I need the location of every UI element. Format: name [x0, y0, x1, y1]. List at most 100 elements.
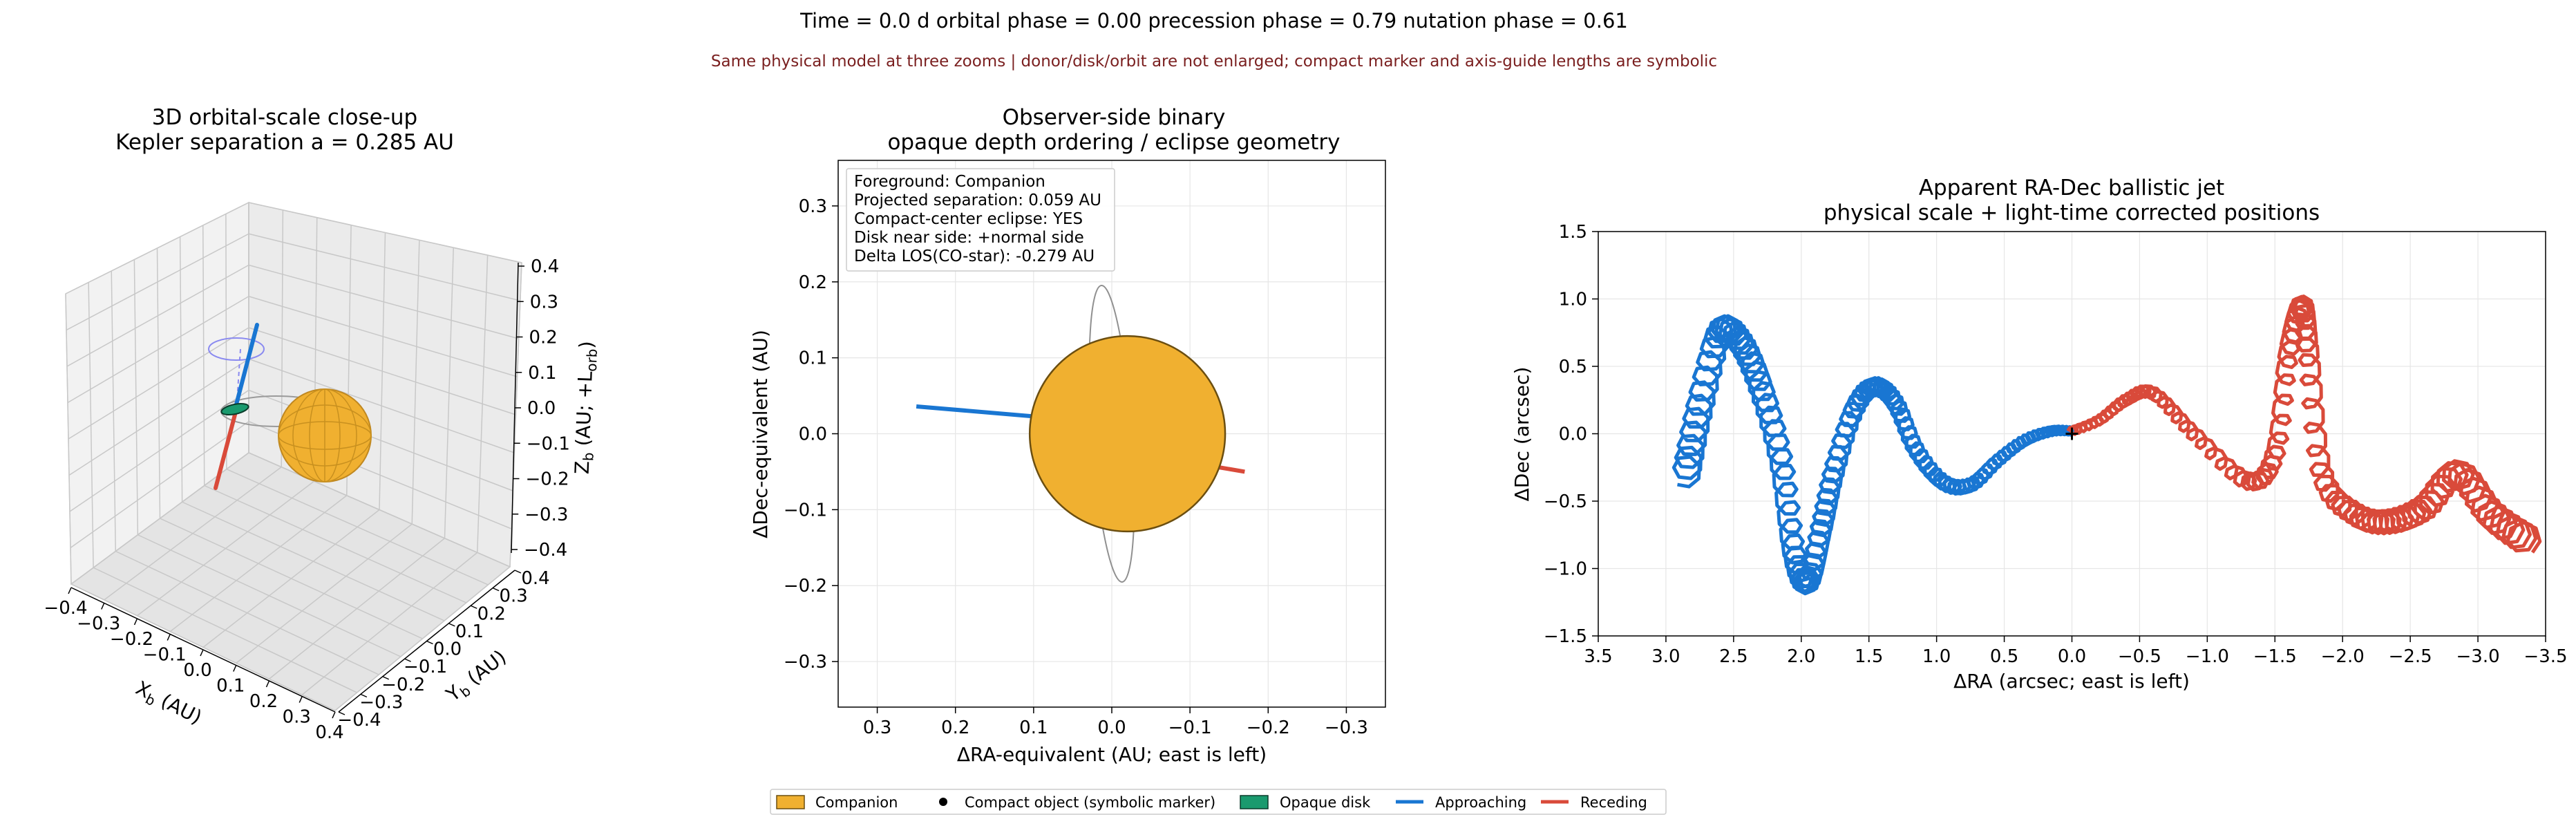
panel-sky-title-line2: opaque depth ordering / eclipse geometry [887, 130, 1340, 155]
x-tick-label-3d: 0.1 [216, 676, 245, 697]
x-tick-label-3d: −0.2 [110, 629, 153, 650]
sky-ticks: 0.3 0.3 0.2 0.2 0.1 0.1 0.0 0.0 −0.1 −0.1 −0.2 −0.2… [784, 196, 1368, 738]
legend-frame [770, 789, 1667, 815]
ticks-3d: −0.4−0.3−0.2−0.10.00.10.20.30.4−0.4−0.3−… [44, 256, 569, 743]
z-tick-label-3d: 0.4 [531, 256, 559, 277]
x-tick-label: −2.5 [2389, 646, 2432, 667]
z-tick-label-3d: −0.2 [526, 469, 569, 490]
x-tick-label-3d: 0.3 [283, 707, 311, 728]
info-line-3: Compact-center eclipse: YES [854, 210, 1083, 228]
y-tick-label-3d: −0.4 [337, 710, 381, 731]
x-tick-label: −3.5 [2523, 646, 2567, 667]
legend-compact-label: Compact object (symbolic marker) [965, 794, 1215, 811]
grid-line [70, 421, 249, 549]
x-tick-label-3d: −0.4 [44, 598, 87, 619]
z-tick-label-3d: 0.2 [529, 328, 558, 348]
z-tick-label-3d: −0.3 [524, 505, 568, 525]
x-tick-label-3d: 0.2 [249, 691, 278, 712]
panel-jet-title-line1: Apparent RA-Dec ballistic jet [1919, 176, 2224, 200]
x-tick-label: −0.5 [2118, 646, 2161, 667]
x-tick-label: −0.1 [1168, 717, 1212, 738]
info-line-5: Delta LOS(CO-star): -0.279 AU [854, 247, 1095, 265]
y-tick-label: −1.0 [1544, 559, 1587, 580]
x-tick-3d [68, 587, 72, 594]
x-tick-3d [101, 603, 105, 610]
x-tick-label: −2.0 [2321, 646, 2365, 667]
sky-marks [916, 285, 1245, 583]
y-tick-label-3d: −0.2 [381, 675, 425, 695]
y-tick-3d [404, 658, 411, 662]
z-tick-label-3d: 0.1 [528, 363, 556, 384]
grid-line [236, 523, 413, 664]
y-tick-label: −0.2 [784, 576, 827, 597]
grid-line [248, 327, 516, 415]
sky-x-label: ΔRA-equivalent (AU; east is left) [957, 743, 1267, 766]
figure-subtitle: Same physical model at three zooms | don… [711, 53, 1717, 71]
info-line-4: Disk near side: +normal side [854, 229, 1084, 247]
panel-3d: 3D orbital-scale close-up Kepler separat… [44, 105, 600, 743]
z-tick-label-3d: −0.4 [524, 540, 567, 561]
companion-sphere [278, 388, 372, 482]
x-tick-3d [200, 649, 204, 657]
panel-sky: Observer-side binary opaque depth orderi… [749, 105, 1386, 766]
z-tick-label-3d: 0.3 [530, 292, 558, 312]
precession-dash [236, 348, 241, 402]
y-tick-3d [492, 587, 500, 592]
x-tick-label-3d: 0.4 [315, 722, 343, 743]
y-tick-label: −0.1 [784, 500, 827, 520]
x-tick-label: 2.0 [1787, 646, 1815, 667]
info-line-2: Projected separation: 0.059 AU [854, 191, 1101, 209]
companion-disk [1028, 335, 1227, 533]
x-tick-label: 0.1 [1019, 717, 1048, 738]
x-tick-label-3d: −0.1 [143, 645, 187, 666]
y-tick-label-3d: −0.1 [404, 657, 447, 677]
x-tick-3d [233, 665, 237, 672]
x-tick-label: 3.0 [1651, 646, 1680, 667]
legend-approaching-label: Approaching [1435, 794, 1526, 811]
y-tick-label: 1.0 [1559, 290, 1587, 310]
x-tick-label: 3.5 [1584, 646, 1612, 667]
x-tick-label: 0.5 [1990, 646, 2018, 667]
jet-y-label: ΔDec (arcsec) [1510, 367, 1533, 502]
x-tick-label: −1.5 [2253, 646, 2297, 667]
jet-series-receding [2066, 294, 2542, 554]
legend-compact-marker [939, 798, 947, 806]
x-tick-label: 0.0 [1097, 717, 1126, 738]
legend-disk-label: Opaque disk [1280, 794, 1371, 811]
sky-y-label: ΔDec-equivalent (AU) [749, 330, 772, 538]
grid-line [334, 566, 511, 711]
grid-line [204, 485, 467, 603]
y-tick-3d [338, 711, 345, 715]
x-tick-label: 2.5 [1719, 646, 1748, 667]
grid-line [301, 552, 478, 695]
grid-line [477, 255, 489, 553]
y-tick-3d [426, 640, 433, 645]
x-tick-label: 0.2 [941, 717, 969, 738]
jet-ticks: 3.5 3.0 2.5 2.0 1.5 1.0 0.5 0.0 −0.5 −1.0 −1.5 −2.0… [1544, 222, 2568, 667]
grid-line [160, 518, 423, 639]
y-tick-3d [470, 605, 477, 609]
y-tick-3d [448, 623, 455, 627]
panel-jet-title-line2: physical scale + light-time corrected po… [1824, 200, 2320, 225]
grid-line [69, 389, 249, 512]
x-tick-label-3d: 0.0 [183, 660, 211, 681]
panel-3d-title-line2: Kepler separation a = 0.285 AU [115, 130, 454, 155]
x-tick-3d [265, 680, 270, 688]
y-tick-label: 0.3 [799, 196, 827, 217]
jet-receding-3d [214, 413, 237, 490]
x-tick-label: 1.5 [1855, 646, 1883, 667]
jet-series-approaching [1671, 314, 2077, 596]
x-axis-label-3d: Xb (AU) [131, 677, 205, 731]
grid-line [225, 214, 227, 469]
y-tick-label-3d: 0.1 [455, 621, 484, 642]
z-tick-label-3d: −0.1 [527, 433, 570, 454]
grid-line [182, 501, 445, 621]
disk-3d [220, 402, 249, 416]
x-tick-3d [133, 618, 138, 626]
precession-guide [208, 337, 265, 361]
grid-3d [65, 202, 522, 711]
y-tick-label: 0.0 [799, 424, 827, 445]
x-tick-label: 0.3 [863, 717, 891, 738]
x-tick-3d [332, 711, 336, 719]
